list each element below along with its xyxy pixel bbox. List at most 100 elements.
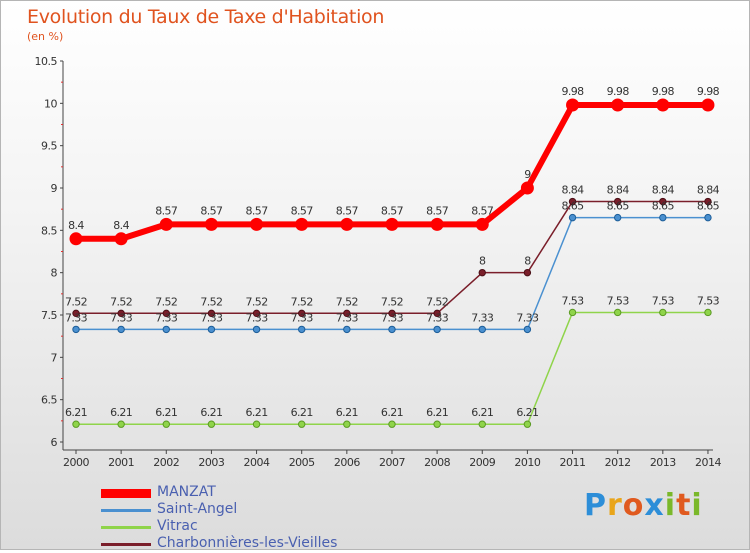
data-label: 8.57 (246, 204, 269, 217)
data-point (478, 420, 486, 428)
data-label: 8.57 (336, 204, 359, 217)
y-tick-label: 6 (51, 436, 58, 449)
x-tick-label: 2002 (153, 456, 179, 469)
data-point (430, 217, 444, 231)
data-label: 7.53 (607, 294, 630, 307)
data-point (659, 197, 667, 206)
legend-item: Saint-Angel (101, 501, 401, 519)
data-point (252, 325, 261, 334)
data-point (701, 98, 715, 112)
chart-title: Evolution du Taux de Taxe d'Habitation (27, 6, 385, 28)
x-tick-label: 2003 (198, 456, 224, 469)
data-label: 7.52 (381, 295, 403, 308)
data-label: 8.65 (697, 200, 720, 213)
x-tick-label: 2009 (469, 456, 495, 469)
data-label: 9.98 (652, 85, 675, 98)
data-point (162, 309, 170, 318)
x-tick-label: 2006 (334, 456, 360, 469)
legend-label: Saint-Angel (157, 501, 238, 517)
y-tick-label: 9.5 (41, 140, 57, 153)
proxiti-logo: Proxiti (584, 488, 703, 523)
data-label: 7.52 (291, 295, 313, 308)
data-point (114, 232, 128, 246)
data-label: 7.52 (426, 295, 448, 308)
data-label: 8.57 (381, 204, 404, 217)
data-label: 7.33 (426, 311, 449, 324)
data-label: 7.33 (155, 311, 178, 324)
data-point (252, 420, 261, 428)
legend-item: MANZAT (101, 484, 401, 502)
data-point (343, 309, 351, 318)
data-label: 7.52 (246, 295, 268, 308)
data-point (704, 213, 712, 222)
data-label: 8.57 (471, 204, 494, 217)
data-label: 7.53 (561, 294, 584, 307)
data-point (298, 420, 306, 428)
data-label: 7.33 (516, 311, 539, 324)
data-point (388, 325, 396, 334)
legend-swatch (101, 543, 151, 546)
data-point (388, 420, 396, 428)
data-label: 6.21 (155, 406, 177, 419)
data-label: 9.98 (561, 85, 584, 98)
data-point (298, 325, 306, 334)
x-tick-label: 2001 (108, 456, 134, 469)
data-point (207, 420, 216, 428)
legend-swatch (101, 489, 151, 498)
x-tick-label: 2008 (424, 456, 450, 469)
legend-swatch (101, 509, 151, 512)
data-point (72, 420, 80, 428)
data-label: 9 (524, 168, 531, 181)
logo-letter: i (691, 488, 703, 523)
data-label: 7.33 (381, 311, 404, 324)
data-label: 8.4 (68, 219, 84, 232)
data-label: 7.33 (336, 311, 359, 324)
legend-item: Charbonnières-les-Vieilles (101, 535, 401, 553)
data-point (523, 268, 532, 277)
y-tick-label: 9 (51, 182, 58, 195)
legend-item: Vitrac (101, 518, 401, 536)
data-label: 8.57 (155, 204, 178, 217)
logo-letter: t (676, 488, 692, 523)
x-tick-label: 2012 (605, 456, 631, 469)
data-label: 8.57 (200, 204, 223, 217)
x-tick-label: 2013 (650, 456, 676, 469)
data-point (250, 217, 264, 231)
data-label: 6.21 (65, 406, 87, 419)
data-point (343, 420, 351, 428)
data-label: 6.21 (336, 406, 358, 419)
data-point (520, 181, 534, 195)
data-label: 8.84 (607, 184, 630, 197)
x-tick-label: 2007 (379, 456, 405, 469)
data-label: 8 (479, 255, 486, 268)
data-label: 6.21 (471, 406, 493, 419)
data-label: 6.21 (381, 406, 403, 419)
data-label: 6.21 (246, 406, 268, 419)
data-label: 6.21 (426, 406, 448, 419)
data-point (611, 98, 625, 112)
legend-label: Charbonnières-les-Vieilles (157, 535, 338, 551)
data-point (523, 420, 532, 428)
data-point (656, 98, 670, 112)
x-tick-label: 2004 (244, 456, 270, 469)
data-point (704, 308, 712, 317)
data-label: 9.98 (607, 85, 630, 98)
data-point (613, 308, 622, 317)
data-point (568, 197, 577, 206)
data-point (568, 308, 577, 317)
data-label: 7.33 (200, 311, 223, 324)
data-point (343, 325, 351, 334)
data-point (207, 325, 216, 334)
data-point (613, 213, 622, 222)
data-label: 8 (524, 255, 531, 268)
x-tick-label: 2010 (514, 456, 540, 469)
data-label: 8.84 (561, 184, 584, 197)
data-point (659, 213, 667, 222)
data-point (204, 217, 218, 231)
data-point (385, 217, 399, 231)
y-tick-label: 8.5 (41, 224, 57, 237)
x-tick-label: 2000 (63, 456, 89, 469)
data-point (704, 197, 712, 206)
legend-label: MANZAT (157, 484, 216, 500)
